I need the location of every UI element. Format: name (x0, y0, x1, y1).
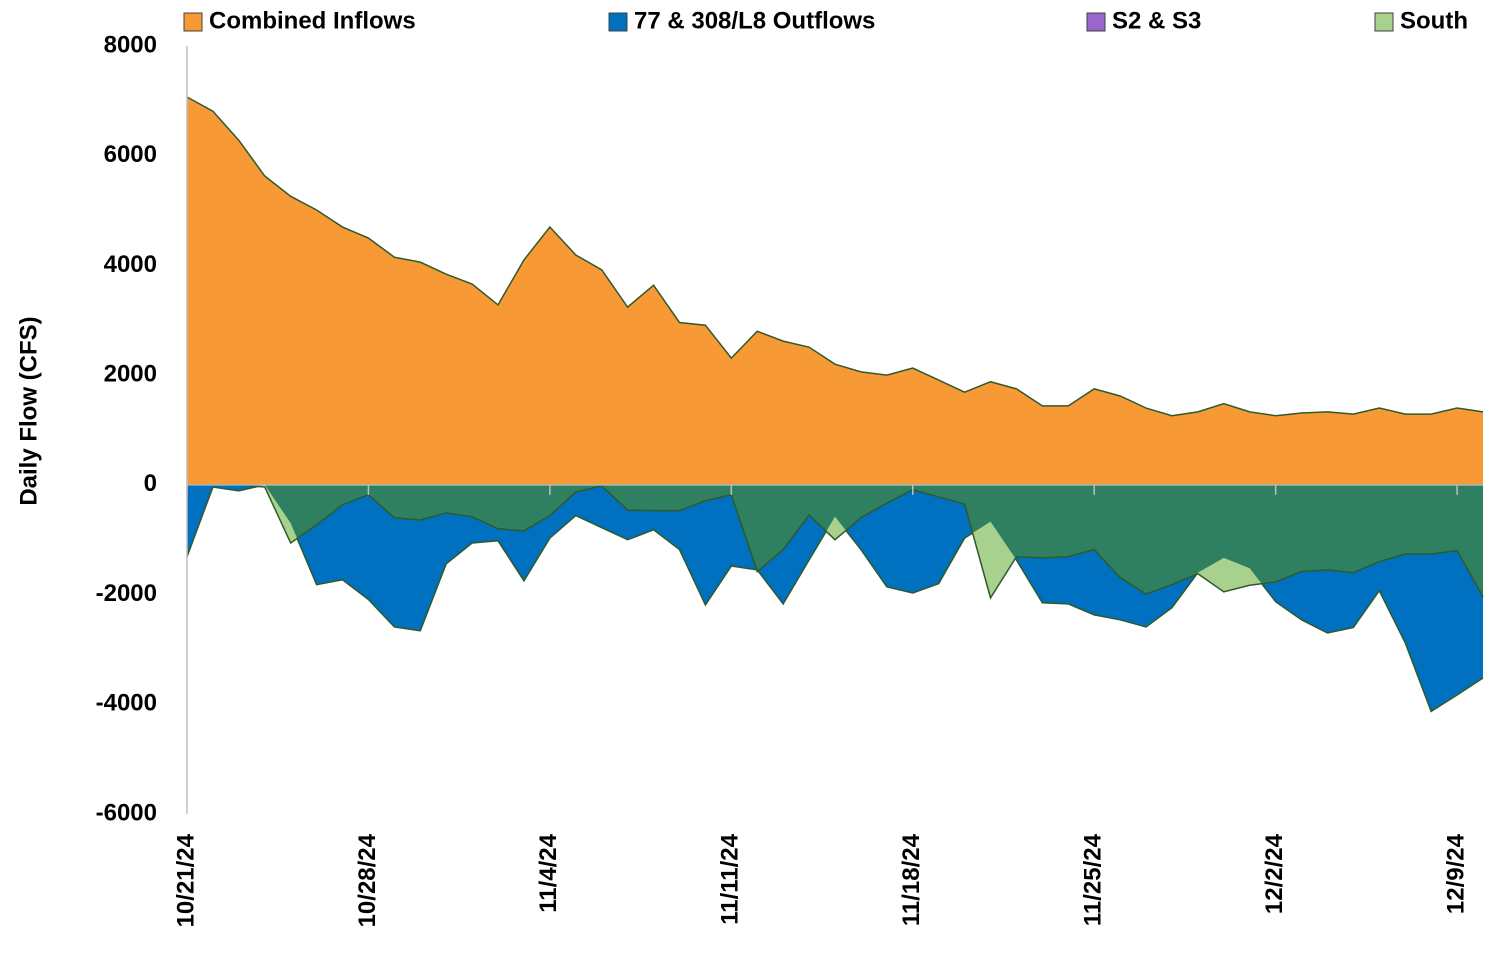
x-tick-label: 11/11/24 (717, 833, 744, 924)
x-tick-label: 12/2/24 (1261, 833, 1288, 914)
legend-swatch (608, 12, 628, 32)
legend-label: S2 & S3 (1112, 7, 1201, 34)
y-tick-label: 8000 (104, 31, 157, 58)
legend-swatch (183, 12, 203, 32)
x-tick-label: 10/21/24 (172, 833, 199, 927)
x-tick-label: 11/4/24 (535, 833, 562, 912)
y-tick-label: -4000 (96, 690, 157, 717)
area-outline (187, 484, 1484, 600)
legend-swatch (1374, 12, 1394, 32)
legend-label: Combined Inflows (209, 7, 416, 34)
area-outline (186, 96, 1484, 417)
y-tick-label: -2000 (96, 580, 157, 607)
y-tick-label: 2000 (104, 360, 157, 387)
y-axis-label: Daily Flow (CFS) (15, 316, 42, 505)
y-tick-label: 0 (144, 470, 157, 497)
legend-label: 77 & 308/L8 Outflows (634, 7, 875, 34)
x-tick-label: 11/25/24 (1080, 833, 1107, 926)
x-tick-label: 12/9/24 (1442, 833, 1469, 914)
y-tick-label: 4000 (104, 251, 157, 278)
x-tick-label: 10/28/24 (354, 833, 381, 927)
area (187, 97, 1483, 485)
x-tick-label: 11/18/24 (898, 833, 925, 926)
y-tick-label: 6000 (104, 141, 157, 168)
area-overlap (187, 484, 1483, 598)
legend-label: South (1400, 7, 1468, 34)
y-tick-label: -6000 (96, 799, 157, 826)
legend-swatch (1086, 12, 1106, 32)
